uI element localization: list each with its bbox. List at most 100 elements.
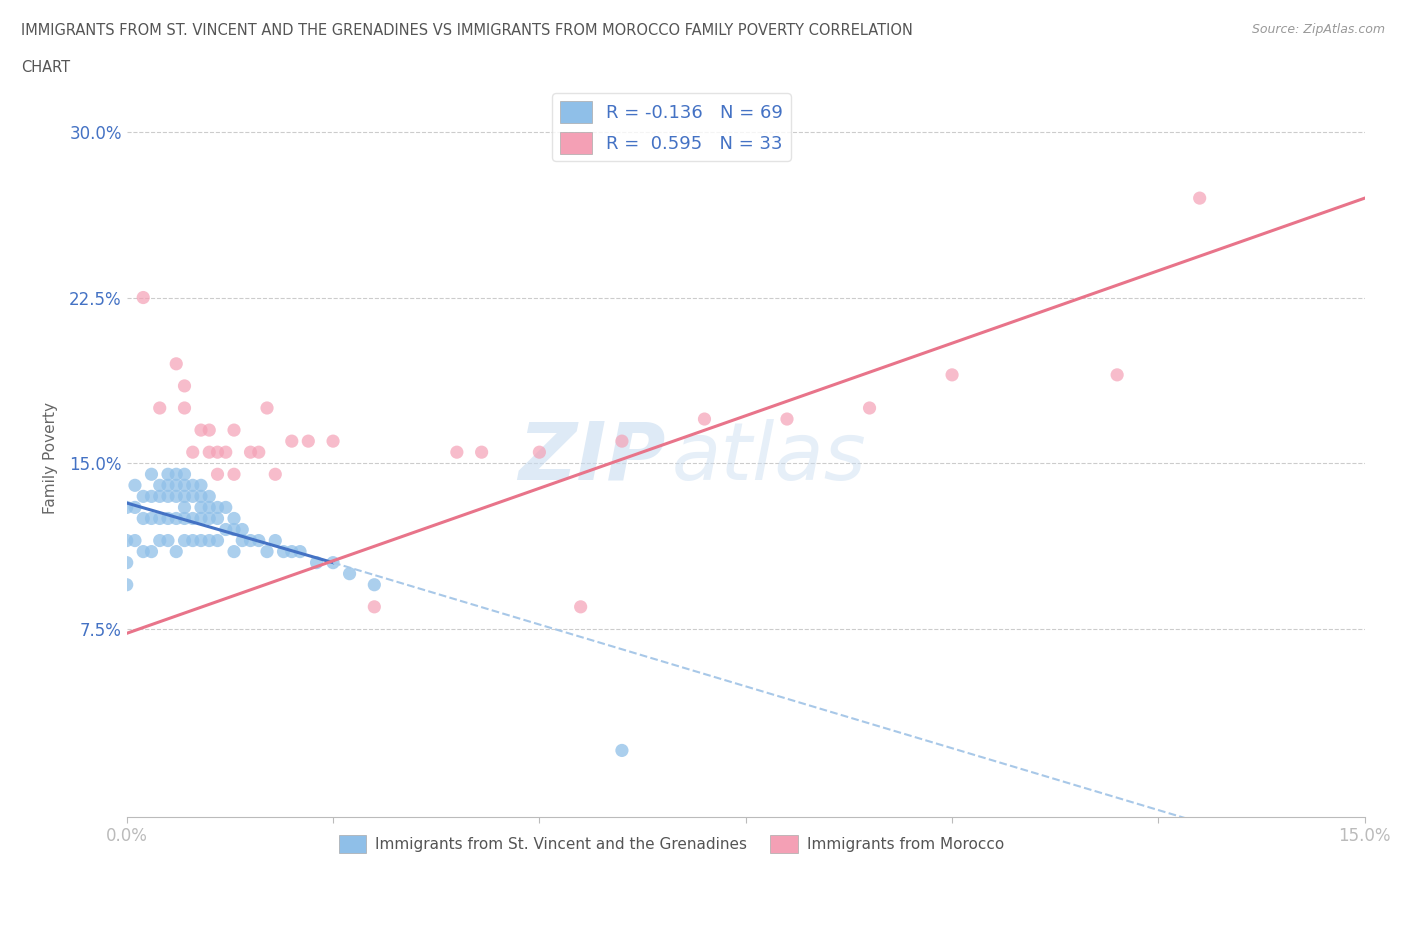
Point [165, 489, 187, 504]
Point [149, 478, 172, 493]
Point [141, 489, 163, 504]
Point [156, 467, 179, 482]
Point [165, 478, 187, 493]
Point [190, 500, 212, 515]
Point [165, 544, 187, 559]
Point [215, 445, 238, 459]
Point [610, 433, 633, 448]
Point [222, 511, 245, 525]
Point [132, 544, 155, 559]
Point [115, 500, 138, 515]
Point [247, 445, 270, 459]
Point [141, 544, 163, 559]
Point [207, 467, 229, 482]
Point [1188, 191, 1211, 206]
Point [149, 489, 172, 504]
Point [198, 422, 221, 437]
Point [776, 412, 799, 427]
Point [273, 544, 295, 559]
Point [190, 422, 212, 437]
Point [173, 401, 195, 416]
Point [173, 467, 195, 482]
Point [181, 445, 204, 459]
Point [222, 544, 245, 559]
Point [156, 478, 179, 493]
Point [124, 478, 146, 493]
Point [165, 356, 187, 371]
Point [247, 533, 270, 548]
Point [339, 566, 361, 581]
Point [115, 578, 138, 592]
Text: IMMIGRANTS FROM ST. VINCENT AND THE GRENADINES VS IMMIGRANTS FROM MOROCCO FAMILY: IMMIGRANTS FROM ST. VINCENT AND THE GREN… [21, 23, 912, 38]
Point [231, 533, 253, 548]
Point [141, 511, 163, 525]
Point [215, 522, 238, 537]
Point [207, 500, 229, 515]
Point [222, 467, 245, 482]
Point [149, 401, 172, 416]
Point [222, 522, 245, 537]
Point [471, 445, 494, 459]
Point [173, 379, 195, 393]
Point [198, 511, 221, 525]
Point [132, 290, 155, 305]
Point [149, 511, 172, 525]
Point [222, 422, 245, 437]
Point [256, 401, 278, 416]
Point [207, 511, 229, 525]
Point [156, 511, 179, 525]
Point [156, 533, 179, 548]
Point [173, 489, 195, 504]
Point [693, 412, 716, 427]
Point [198, 500, 221, 515]
Y-axis label: Family Poverty: Family Poverty [44, 402, 58, 513]
Point [165, 511, 187, 525]
Point [264, 533, 287, 548]
Point [181, 489, 204, 504]
Point [124, 533, 146, 548]
Point [198, 445, 221, 459]
Point [322, 555, 344, 570]
Text: ZIP: ZIP [517, 418, 665, 497]
Point [858, 401, 880, 416]
Point [124, 500, 146, 515]
Point [190, 478, 212, 493]
Point [446, 445, 468, 459]
Point [264, 467, 287, 482]
Point [198, 489, 221, 504]
Point [173, 478, 195, 493]
Point [207, 533, 229, 548]
Point [941, 367, 963, 382]
Point [239, 533, 262, 548]
Point [529, 445, 551, 459]
Point [1107, 367, 1129, 382]
Point [281, 433, 304, 448]
Point [569, 600, 592, 615]
Point [173, 511, 195, 525]
Point [322, 433, 344, 448]
Point [215, 500, 238, 515]
Point [149, 533, 172, 548]
Point [115, 555, 138, 570]
Point [305, 555, 328, 570]
Point [156, 489, 179, 504]
Point [165, 467, 187, 482]
Point [231, 522, 253, 537]
Point [281, 544, 304, 559]
Point [115, 533, 138, 548]
Point [190, 489, 212, 504]
Point [141, 467, 163, 482]
Text: CHART: CHART [21, 60, 70, 75]
Point [198, 533, 221, 548]
Point [181, 533, 204, 548]
Point [207, 445, 229, 459]
Point [610, 743, 633, 758]
Text: Source: ZipAtlas.com: Source: ZipAtlas.com [1251, 23, 1385, 36]
Point [190, 533, 212, 548]
Point [181, 478, 204, 493]
Text: atlas: atlas [672, 418, 866, 497]
Point [288, 544, 311, 559]
Legend: Immigrants from St. Vincent and the Grenadines, Immigrants from Morocco: Immigrants from St. Vincent and the Gren… [333, 829, 1011, 859]
Point [190, 511, 212, 525]
Point [239, 445, 262, 459]
